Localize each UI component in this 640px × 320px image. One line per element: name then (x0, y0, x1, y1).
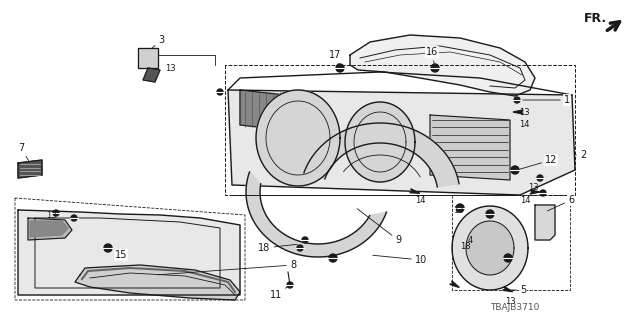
Polygon shape (513, 110, 523, 114)
Text: 18: 18 (258, 243, 297, 253)
Polygon shape (350, 35, 535, 96)
Text: 7: 7 (18, 143, 29, 161)
Polygon shape (28, 218, 72, 240)
Polygon shape (18, 210, 240, 295)
Polygon shape (430, 115, 510, 180)
Text: 12: 12 (520, 155, 557, 169)
Circle shape (53, 210, 59, 216)
Circle shape (514, 97, 520, 103)
Text: 15: 15 (111, 249, 127, 260)
Circle shape (486, 210, 494, 218)
Circle shape (329, 254, 337, 262)
Text: 2: 2 (576, 150, 586, 160)
Text: TBAJB3710: TBAJB3710 (490, 303, 540, 313)
Polygon shape (452, 206, 528, 290)
Polygon shape (535, 205, 555, 240)
Polygon shape (228, 90, 575, 195)
Circle shape (511, 166, 519, 174)
Text: 13: 13 (46, 211, 56, 220)
Text: 18: 18 (460, 242, 470, 251)
Text: 11: 11 (270, 287, 288, 300)
Polygon shape (75, 265, 240, 300)
Circle shape (297, 245, 303, 251)
Polygon shape (246, 172, 387, 257)
Polygon shape (18, 160, 42, 178)
Circle shape (336, 64, 344, 72)
Text: 13: 13 (519, 108, 530, 116)
Polygon shape (530, 190, 540, 194)
Polygon shape (30, 221, 68, 237)
Text: 8: 8 (158, 260, 296, 275)
Text: 3: 3 (152, 35, 164, 48)
Polygon shape (466, 221, 514, 275)
Polygon shape (502, 286, 513, 292)
Text: 14: 14 (519, 119, 529, 129)
Polygon shape (256, 90, 340, 186)
Polygon shape (143, 68, 160, 82)
Polygon shape (345, 102, 415, 182)
Polygon shape (240, 90, 285, 130)
Text: 17: 17 (329, 50, 341, 65)
Circle shape (456, 204, 464, 212)
Text: FR.: FR. (584, 12, 607, 25)
Polygon shape (138, 48, 158, 68)
Text: 14: 14 (415, 196, 426, 204)
Circle shape (71, 215, 77, 221)
Circle shape (504, 254, 512, 262)
Polygon shape (304, 123, 459, 187)
Circle shape (540, 190, 546, 196)
Text: 4: 4 (468, 236, 473, 244)
Polygon shape (410, 189, 420, 193)
Text: 13: 13 (165, 63, 175, 73)
Circle shape (287, 282, 293, 288)
Text: 6: 6 (548, 195, 574, 211)
Text: 5: 5 (511, 285, 526, 295)
Circle shape (537, 175, 543, 181)
Circle shape (217, 89, 223, 95)
Text: 14: 14 (520, 196, 531, 204)
Text: 10: 10 (372, 255, 428, 265)
Text: 1: 1 (523, 95, 570, 105)
Text: 13: 13 (528, 182, 539, 191)
Circle shape (104, 244, 112, 252)
Polygon shape (450, 281, 460, 287)
Text: 13: 13 (453, 205, 463, 214)
Circle shape (431, 64, 439, 72)
Text: 13: 13 (505, 298, 516, 307)
Text: 9: 9 (357, 209, 401, 245)
Text: 16: 16 (426, 47, 438, 65)
Circle shape (302, 237, 308, 243)
